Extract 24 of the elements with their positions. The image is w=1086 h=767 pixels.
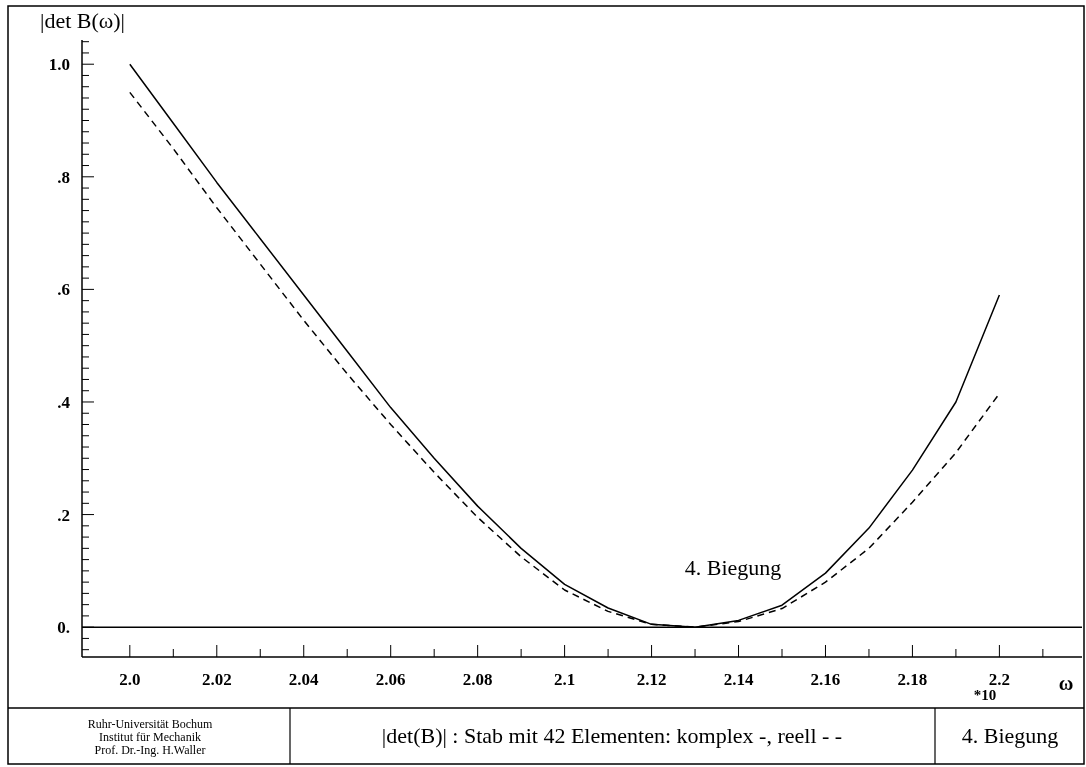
text: 4. Biegung [961,723,1059,748]
y-tick-label: .4 [57,392,71,412]
x-tick-label: 2.12 [636,670,667,689]
x-tick-label: 2.18 [897,670,928,689]
x-tick-label: 2.14 [723,670,754,689]
text: *10 [973,687,997,703]
y-tick-label: .2 [57,505,70,525]
y-tick-label: .6 [57,280,70,300]
text: |det(B)| : Stab mit 42 Elementen: komplex -, reell - - [381,723,843,748]
annotation: 4. Biegung [684,555,782,580]
x-tick-label: 2.1 [553,670,576,689]
x-tick-label: 2.02 [201,670,232,689]
x-tick-label: 2.0 [119,670,141,689]
y-tick-label: 1.0 [48,55,70,75]
y-tick-label: .8 [57,167,70,187]
y-axis-title: |det B(ω)| [40,8,125,33]
x-tick-label: 2.06 [375,670,406,689]
text: Ruhr-Universität Bochum Institut für Mechanik Prof. Dr.-Ing. H.Waller [87,717,214,757]
x-tick-label: 2.16 [810,670,841,689]
x-axis-title: ω [1058,672,1074,694]
x-tick-label: 2.04 [288,670,320,689]
x-tick-label: 2.08 [462,670,493,689]
y-tick-label: 0. [57,618,70,638]
x-tick-label: 2.2 [988,670,1011,689]
